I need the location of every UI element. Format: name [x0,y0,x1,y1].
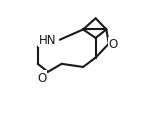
Text: HN: HN [39,34,57,47]
Text: O: O [108,38,118,51]
Text: O: O [37,71,47,84]
